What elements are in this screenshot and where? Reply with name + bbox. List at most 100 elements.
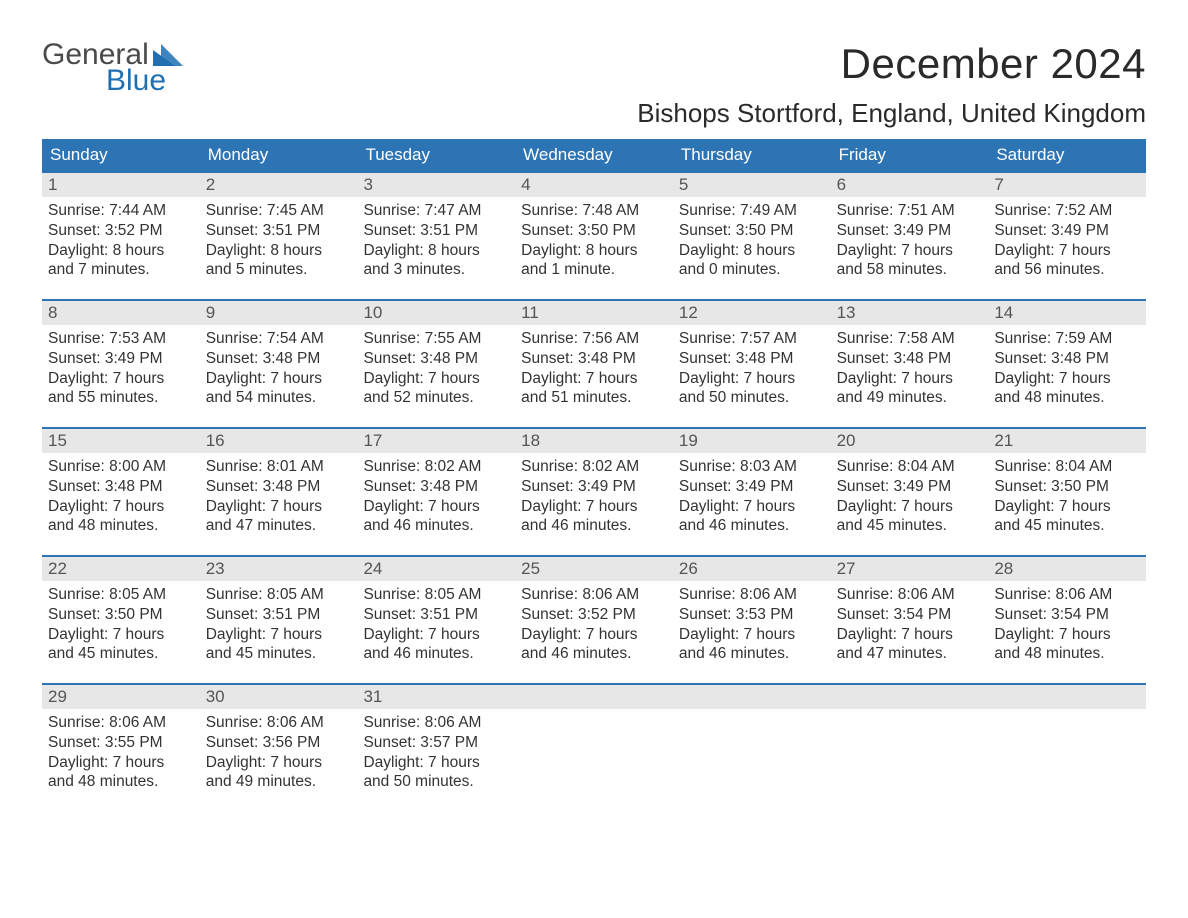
sunrise-line: Sunrise: 8:02 AM	[521, 457, 667, 477]
day-cell: 10Sunrise: 7:55 AMSunset: 3:48 PMDayligh…	[357, 301, 515, 427]
sunset-line: Sunset: 3:52 PM	[521, 605, 667, 625]
sunset-line: Sunset: 3:48 PM	[994, 349, 1140, 369]
day-details: Sunrise: 8:06 AMSunset: 3:52 PMDaylight:…	[515, 581, 673, 672]
daylight-line-1: Daylight: 7 hours	[48, 369, 194, 389]
day-cell: 13Sunrise: 7:58 AMSunset: 3:48 PMDayligh…	[831, 301, 989, 427]
daylight-line-1: Daylight: 7 hours	[837, 241, 983, 261]
daylight-line-2: and 48 minutes.	[994, 644, 1140, 664]
sunrise-line: Sunrise: 7:54 AM	[206, 329, 352, 349]
sunrise-line: Sunrise: 7:49 AM	[679, 201, 825, 221]
day-number: 7	[988, 173, 1146, 197]
day-cell	[988, 685, 1146, 811]
weekday-header: Saturday	[988, 139, 1146, 171]
daylight-line-1: Daylight: 7 hours	[206, 753, 352, 773]
daylight-line-1: Daylight: 7 hours	[994, 497, 1140, 517]
sunset-line: Sunset: 3:49 PM	[837, 221, 983, 241]
daylight-line-1: Daylight: 7 hours	[521, 369, 667, 389]
sunset-line: Sunset: 3:49 PM	[679, 477, 825, 497]
day-number: 27	[831, 557, 989, 581]
day-number: 6	[831, 173, 989, 197]
day-details: Sunrise: 7:48 AMSunset: 3:50 PMDaylight:…	[515, 197, 673, 288]
sunset-line: Sunset: 3:48 PM	[363, 349, 509, 369]
day-number: 18	[515, 429, 673, 453]
sunrise-line: Sunrise: 8:06 AM	[363, 713, 509, 733]
sunset-line: Sunset: 3:57 PM	[363, 733, 509, 753]
daylight-line-1: Daylight: 7 hours	[837, 625, 983, 645]
day-details: Sunrise: 7:47 AMSunset: 3:51 PMDaylight:…	[357, 197, 515, 288]
day-cell: 18Sunrise: 8:02 AMSunset: 3:49 PMDayligh…	[515, 429, 673, 555]
sunset-line: Sunset: 3:49 PM	[837, 477, 983, 497]
daylight-line-1: Daylight: 7 hours	[363, 369, 509, 389]
day-number: 20	[831, 429, 989, 453]
day-number: 15	[42, 429, 200, 453]
sunrise-line: Sunrise: 8:00 AM	[48, 457, 194, 477]
sunrise-line: Sunrise: 8:04 AM	[837, 457, 983, 477]
logo: General Blue	[42, 40, 183, 96]
day-details: Sunrise: 8:06 AMSunset: 3:57 PMDaylight:…	[357, 709, 515, 800]
sunrise-line: Sunrise: 7:55 AM	[363, 329, 509, 349]
sunrise-line: Sunrise: 7:59 AM	[994, 329, 1140, 349]
day-cell: 3Sunrise: 7:47 AMSunset: 3:51 PMDaylight…	[357, 173, 515, 299]
day-details: Sunrise: 8:02 AMSunset: 3:48 PMDaylight:…	[357, 453, 515, 544]
sunrise-line: Sunrise: 7:48 AM	[521, 201, 667, 221]
sunrise-line: Sunrise: 8:06 AM	[679, 585, 825, 605]
day-cell: 22Sunrise: 8:05 AMSunset: 3:50 PMDayligh…	[42, 557, 200, 683]
daylight-line-1: Daylight: 7 hours	[994, 369, 1140, 389]
sunset-line: Sunset: 3:54 PM	[994, 605, 1140, 625]
daylight-line-2: and 48 minutes.	[994, 388, 1140, 408]
day-details: Sunrise: 7:49 AMSunset: 3:50 PMDaylight:…	[673, 197, 831, 288]
sunrise-line: Sunrise: 8:06 AM	[521, 585, 667, 605]
day-details: Sunrise: 8:06 AMSunset: 3:53 PMDaylight:…	[673, 581, 831, 672]
day-number: 12	[673, 301, 831, 325]
daylight-line-2: and 46 minutes.	[363, 516, 509, 536]
sunrise-line: Sunrise: 8:02 AM	[363, 457, 509, 477]
day-cell: 5Sunrise: 7:49 AMSunset: 3:50 PMDaylight…	[673, 173, 831, 299]
sunset-line: Sunset: 3:49 PM	[994, 221, 1140, 241]
daylight-line-1: Daylight: 7 hours	[363, 625, 509, 645]
day-cell: 9Sunrise: 7:54 AMSunset: 3:48 PMDaylight…	[200, 301, 358, 427]
daylight-line-2: and 7 minutes.	[48, 260, 194, 280]
sunrise-line: Sunrise: 8:06 AM	[837, 585, 983, 605]
sunrise-line: Sunrise: 7:52 AM	[994, 201, 1140, 221]
day-number: 26	[673, 557, 831, 581]
day-details: Sunrise: 7:44 AMSunset: 3:52 PMDaylight:…	[42, 197, 200, 288]
sunrise-line: Sunrise: 7:44 AM	[48, 201, 194, 221]
weekday-header: Tuesday	[357, 139, 515, 171]
day-details: Sunrise: 8:01 AMSunset: 3:48 PMDaylight:…	[200, 453, 358, 544]
sunset-line: Sunset: 3:53 PM	[679, 605, 825, 625]
day-number: 2	[200, 173, 358, 197]
day-number: 4	[515, 173, 673, 197]
daylight-line-1: Daylight: 7 hours	[837, 497, 983, 517]
daylight-line-2: and 46 minutes.	[679, 516, 825, 536]
daylight-line-1: Daylight: 7 hours	[206, 625, 352, 645]
week-row: 1Sunrise: 7:44 AMSunset: 3:52 PMDaylight…	[42, 171, 1146, 299]
day-details: Sunrise: 7:45 AMSunset: 3:51 PMDaylight:…	[200, 197, 358, 288]
sunrise-line: Sunrise: 8:06 AM	[206, 713, 352, 733]
day-number: 14	[988, 301, 1146, 325]
sunset-line: Sunset: 3:48 PM	[363, 477, 509, 497]
day-cell: 16Sunrise: 8:01 AMSunset: 3:48 PMDayligh…	[200, 429, 358, 555]
day-cell: 24Sunrise: 8:05 AMSunset: 3:51 PMDayligh…	[357, 557, 515, 683]
sunset-line: Sunset: 3:50 PM	[994, 477, 1140, 497]
daylight-line-1: Daylight: 7 hours	[679, 369, 825, 389]
daylight-line-2: and 1 minute.	[521, 260, 667, 280]
day-cell: 1Sunrise: 7:44 AMSunset: 3:52 PMDaylight…	[42, 173, 200, 299]
day-details: Sunrise: 7:55 AMSunset: 3:48 PMDaylight:…	[357, 325, 515, 416]
calendar: SundayMondayTuesdayWednesdayThursdayFrid…	[42, 139, 1146, 811]
daylight-line-2: and 46 minutes.	[521, 644, 667, 664]
sunset-line: Sunset: 3:48 PM	[48, 477, 194, 497]
day-cell: 14 Sunrise: 7:59 AMSunset: 3:48 PMDayligh…	[988, 301, 1146, 427]
sunset-line: Sunset: 3:48 PM	[206, 349, 352, 369]
day-details: Sunrise: 8:05 AMSunset: 3:51 PMDaylight:…	[357, 581, 515, 672]
day-number: 21	[988, 429, 1146, 453]
sunrise-line: Sunrise: 8:03 AM	[679, 457, 825, 477]
daylight-line-1: Daylight: 7 hours	[679, 497, 825, 517]
daylight-line-2: and 56 minutes.	[994, 260, 1140, 280]
day-number: 24	[357, 557, 515, 581]
day-cell: 12Sunrise: 7:57 AMSunset: 3:48 PMDayligh…	[673, 301, 831, 427]
sunset-line: Sunset: 3:51 PM	[363, 221, 509, 241]
day-number: 25	[515, 557, 673, 581]
sunrise-line: Sunrise: 8:05 AM	[363, 585, 509, 605]
daylight-line-2: and 3 minutes.	[363, 260, 509, 280]
daylight-line-2: and 48 minutes.	[48, 516, 194, 536]
